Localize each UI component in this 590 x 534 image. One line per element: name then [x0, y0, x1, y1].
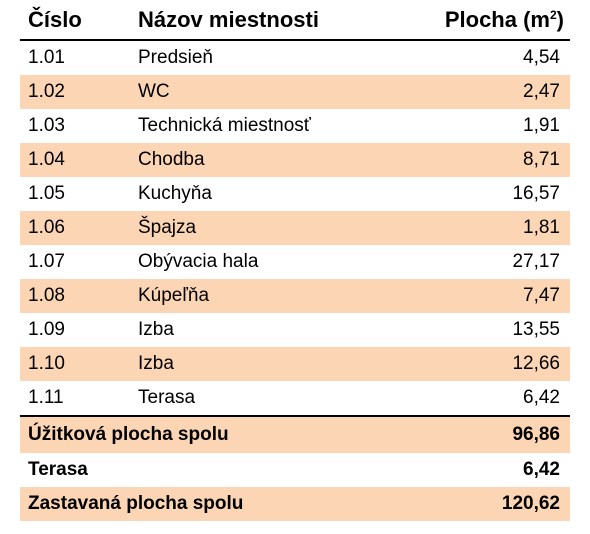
room-number: 1.09: [28, 319, 65, 340]
summary-value: 96,86: [512, 424, 560, 445]
room-area: 7,47: [523, 285, 560, 306]
table-row: 1.09 Izba 13,55: [20, 313, 570, 347]
room-area: 6,42: [523, 387, 560, 408]
room-name: Obývacia hala: [138, 251, 259, 272]
room-area: 16,57: [512, 183, 560, 204]
room-number: 1.11: [28, 387, 64, 408]
room-name: Špajza: [138, 217, 197, 238]
table-row: 1.06 Špajza 1,81: [20, 211, 570, 245]
table-row: 1.08 Kúpeľňa 7,47: [20, 279, 570, 313]
room-area: 1,81: [523, 217, 560, 238]
header-area-suffix: ): [556, 6, 564, 32]
table-row: 1.11 Terasa 6,42: [20, 381, 570, 415]
room-number: 1.05: [28, 183, 65, 204]
summary-value: 120,62: [501, 493, 560, 514]
room-number: 1.10: [28, 353, 65, 374]
summary-row: Terasa 6,42: [20, 453, 570, 487]
room-name: Technická miestnosť: [138, 115, 311, 136]
table-row: 1.07 Obývacia hala 27,17: [20, 245, 570, 279]
summary-row: Úžitková plocha spolu 96,86: [20, 415, 570, 453]
room-number: 1.07: [28, 251, 65, 272]
summary-label: Zastavaná plocha spolu: [28, 493, 244, 514]
header-room-name: Názov miestnosti: [138, 6, 319, 32]
room-name: WC: [138, 81, 170, 102]
room-name: Terasa: [138, 387, 196, 408]
room-number: 1.01: [28, 47, 65, 68]
room-number: 1.02: [28, 81, 65, 102]
table-row: 1.04 Chodba 8,71: [20, 143, 570, 177]
summary-label: Úžitková plocha spolu: [28, 424, 229, 445]
room-number: 1.04: [28, 149, 65, 170]
room-name: Kuchyňa: [138, 183, 212, 204]
header-area-superscript: 2: [549, 7, 557, 22]
table-row: 1.10 Izba 12,66: [20, 347, 570, 381]
summary-rows: Úžitková plocha spolu 96,86 Terasa 6,42 Zast…: [20, 415, 570, 521]
room-rows: 1.01 Predsieň 4,54 1.02 WC 2,47 1.03 Technická …: [20, 41, 570, 415]
room-name: Chodba: [138, 149, 205, 170]
room-area: 12,66: [512, 353, 560, 374]
table-row: 1.01 Predsieň 4,54: [20, 41, 570, 75]
summary-value: 6,42: [523, 459, 560, 480]
table-header: Číslo Názov miestnosti Plocha (m2): [20, 0, 570, 41]
room-area-table: Číslo Názov miestnosti Plocha (m2) 1.01 P…: [20, 0, 570, 521]
table-row: 1.05 Kuchyňa 16,57: [20, 177, 570, 211]
room-number: 1.03: [28, 115, 65, 136]
room-area: 4,54: [523, 47, 560, 68]
room-name: Predsieň: [138, 47, 213, 68]
table-row: 1.03 Technická miestnosť 1,91: [20, 109, 570, 143]
header-number: Číslo: [28, 6, 82, 32]
header-area: Plocha (m2): [445, 7, 564, 33]
room-area: 1,91: [523, 115, 560, 136]
room-number: 1.08: [28, 285, 65, 306]
room-area: 13,55: [512, 319, 560, 340]
summary-row: Zastavaná plocha spolu 120,62: [20, 487, 570, 521]
room-area: 27,17: [512, 251, 560, 272]
room-name: Izba: [138, 319, 174, 340]
room-area: 8,71: [523, 149, 560, 170]
table-row: 1.02 WC 2,47: [20, 75, 570, 109]
summary-label: Terasa: [28, 459, 88, 480]
room-name: Izba: [138, 353, 174, 374]
room-name: Kúpeľňa: [138, 285, 210, 306]
header-area-prefix: Plocha (m: [444, 6, 550, 32]
room-area: 2,47: [523, 81, 560, 102]
room-number: 1.06: [28, 217, 65, 238]
